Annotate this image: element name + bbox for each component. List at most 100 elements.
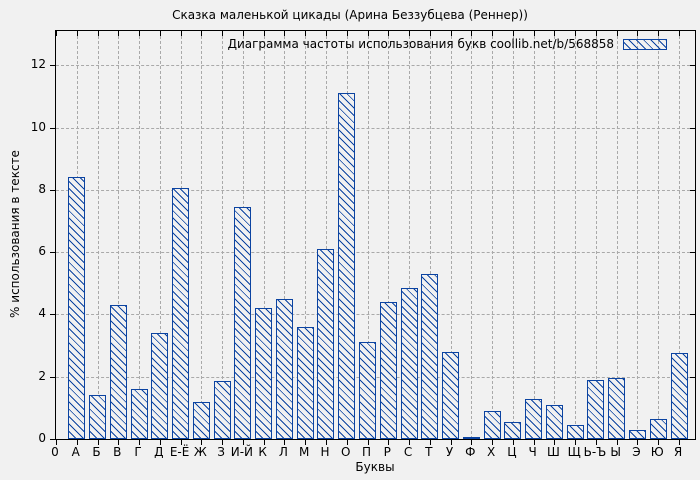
bar-Т: [421, 273, 439, 439]
bar-Г: [130, 389, 148, 439]
gridline-vertical: [533, 31, 535, 439]
y-tick-label: 4: [38, 306, 46, 321]
x-tick-label: О: [340, 445, 351, 459]
x-tick-mark-mirror: [325, 31, 327, 36]
gridline-horizontal: [56, 314, 695, 316]
chart-title: Сказка маленькой цикады (Арина Беззубцев…: [172, 8, 528, 22]
x-tick-label: 0: [51, 445, 59, 459]
x-tick-label: Н: [320, 445, 330, 459]
bar-Щ: [566, 425, 584, 439]
x-tick-mark: [512, 440, 514, 445]
bar-Я: [670, 353, 688, 439]
x-tick-label: Х: [486, 445, 496, 459]
bar-И-Й: [234, 206, 252, 439]
gridline-vertical: [284, 31, 286, 439]
y-tick-mark-mirror: [690, 314, 695, 316]
x-tick-label: Щ: [567, 445, 581, 459]
bar-Ь-Ъ: [587, 379, 605, 439]
y-tick-label: 10: [30, 119, 46, 134]
gridline-vertical: [554, 31, 556, 439]
bar-Е-Ё: [172, 188, 190, 439]
x-tick-mark: [222, 440, 224, 445]
x-axis-label: Буквы: [355, 460, 395, 474]
y-tick-mark: [50, 314, 55, 316]
bar-Л: [275, 298, 293, 439]
x-tick-mark: [429, 440, 431, 445]
gridline-vertical: [367, 31, 369, 439]
x-tick-mark: [305, 440, 307, 445]
y-tick-mark: [50, 127, 55, 129]
x-tick-mark-mirror: [180, 31, 182, 36]
x-tick-mark: [533, 440, 535, 445]
x-tick-mark-mirror: [575, 31, 577, 36]
x-tick-mark-mirror: [409, 31, 411, 36]
x-tick-label: Л: [278, 445, 288, 459]
x-tick-label: Ю: [650, 445, 664, 459]
x-tick-label: К: [258, 445, 267, 459]
x-tick-mark: [159, 440, 161, 445]
bar-Ж: [192, 401, 210, 439]
bar-Ш: [545, 404, 563, 439]
x-tick-label: Т: [425, 445, 433, 459]
bar-Ф: [462, 437, 480, 439]
x-tick-mark-mirror: [554, 31, 556, 36]
bar-А: [68, 177, 86, 439]
x-tick-mark: [492, 440, 494, 445]
y-tick-mark: [50, 439, 55, 440]
gridline-vertical: [325, 31, 327, 439]
gridline-vertical: [159, 31, 161, 439]
bar-Ю: [649, 418, 667, 439]
x-tick-mark: [471, 440, 473, 445]
x-tick-mark-mirror: [56, 31, 57, 36]
legend: Диаграмма частоты использования букв coo…: [228, 37, 667, 51]
gridline-vertical: [429, 31, 431, 439]
x-tick-mark: [388, 440, 390, 445]
x-tick-mark-mirror: [201, 31, 203, 36]
x-tick-mark-mirror: [242, 31, 244, 36]
bar-Р: [379, 301, 397, 439]
x-tick-mark: [367, 440, 369, 445]
gridline-horizontal: [56, 189, 695, 191]
legend-label: Диаграмма частоты использования букв coo…: [227, 37, 614, 51]
gridline-vertical: [471, 31, 473, 439]
gridline-vertical: [658, 31, 660, 439]
y-tick-label: 12: [30, 57, 46, 72]
y-tick-label: 8: [38, 181, 46, 196]
x-tick-mark-mirror: [595, 31, 597, 36]
x-tick-mark-mirror: [159, 31, 161, 36]
gridline-vertical: [616, 31, 618, 439]
bar-О: [338, 93, 356, 439]
x-tick-mark: [595, 440, 597, 445]
x-tick-label: Я: [673, 445, 683, 459]
gridline-vertical: [305, 31, 307, 439]
x-tick-label: Ч: [528, 445, 537, 459]
x-tick-label: Ф: [465, 445, 476, 459]
y-tick-mark-mirror: [690, 127, 695, 129]
x-tick-mark-mirror: [76, 31, 78, 36]
bar-Э: [628, 429, 646, 439]
x-tick-mark: [658, 440, 660, 445]
x-tick-mark: [201, 440, 203, 445]
x-tick-label: Ы: [610, 445, 621, 459]
bar-Б: [89, 395, 107, 439]
y-tick-mark: [50, 189, 55, 191]
y-tick-mark: [50, 376, 55, 378]
gridline-vertical: [118, 31, 120, 439]
x-tick-mark-mirror: [139, 31, 141, 36]
x-tick-label: Ц: [507, 445, 517, 459]
x-tick-mark: [97, 440, 99, 445]
x-tick-label: И-Й: [230, 445, 254, 459]
x-tick-mark: [242, 440, 244, 445]
gridline-vertical: [263, 31, 265, 439]
x-tick-mark-mirror: [658, 31, 660, 36]
gridline-vertical: [637, 31, 639, 439]
x-tick-mark: [325, 440, 327, 445]
bar-У: [442, 351, 460, 439]
x-tick-mark-mirror: [97, 31, 99, 36]
y-tick-label: 2: [38, 368, 46, 383]
y-tick-mark-mirror: [690, 189, 695, 191]
gridline-vertical: [512, 31, 514, 439]
y-tick-mark: [50, 252, 55, 254]
x-tick-label: Э: [632, 445, 641, 459]
x-tick-mark-mirror: [492, 31, 494, 36]
